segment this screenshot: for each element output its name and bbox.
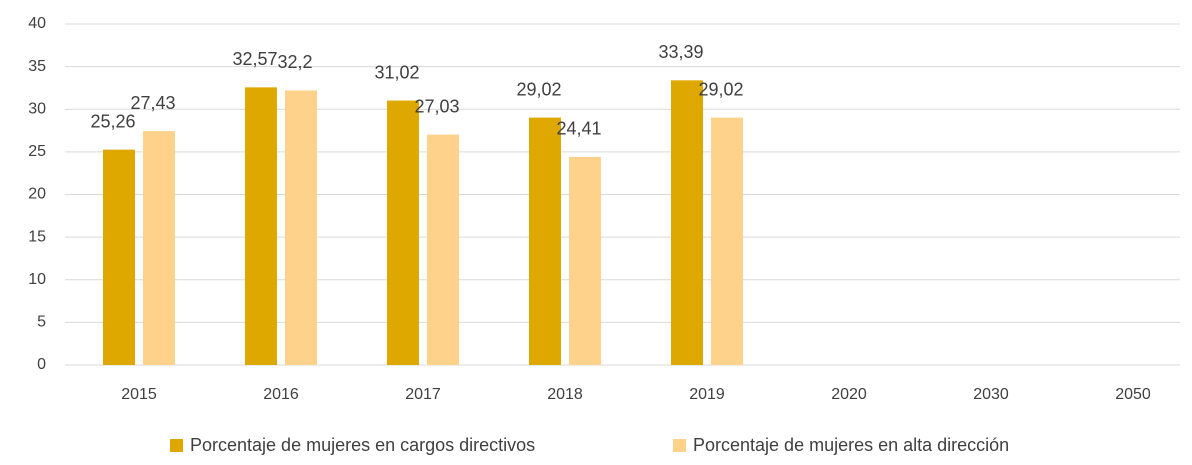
bar [569, 156, 601, 365]
y-tick-label: 15 [28, 228, 46, 245]
data-label: 32,57 [232, 49, 277, 69]
x-tick-label: 2018 [547, 386, 583, 403]
y-tick-label: 10 [28, 271, 46, 288]
bar [671, 80, 703, 365]
x-tick-label: 2030 [973, 386, 1009, 403]
x-tick-label: 2050 [1115, 386, 1151, 403]
data-label: 29,02 [698, 79, 743, 99]
data-label: 32,2 [277, 52, 312, 72]
legend-swatch [170, 439, 183, 452]
bar [245, 87, 277, 365]
bar [427, 134, 459, 365]
data-label: 33,39 [658, 42, 703, 62]
data-label: 27,03 [414, 96, 459, 116]
bar [143, 131, 175, 365]
y-tick-label: 35 [28, 58, 46, 75]
y-tick-label: 40 [28, 15, 46, 32]
bar [285, 90, 317, 366]
y-tick-label: 25 [28, 143, 46, 160]
x-tick-label: 2016 [263, 386, 299, 403]
legend-label: Porcentaje de mujeres en cargos directiv… [190, 435, 535, 455]
data-label: 25,26 [90, 111, 135, 131]
x-tick-label: 2020 [831, 386, 867, 403]
bar [103, 149, 135, 365]
y-tick-label: 20 [28, 186, 46, 203]
y-tick-label: 30 [28, 100, 46, 117]
y-tick-label: 0 [37, 356, 46, 373]
data-label: 29,02 [516, 79, 561, 99]
bar [387, 100, 419, 365]
x-tick-label: 2017 [405, 386, 441, 403]
bar [711, 117, 743, 366]
data-label: 24,41 [556, 119, 601, 139]
x-tick-label: 2015 [121, 386, 157, 403]
data-label: 27,43 [130, 93, 175, 113]
legend-swatch [673, 439, 686, 452]
data-label: 31,02 [374, 62, 419, 82]
legend-label: Porcentaje de mujeres en alta dirección [693, 435, 1009, 455]
y-tick-label: 5 [37, 314, 46, 331]
x-tick-label: 2019 [689, 386, 725, 403]
bar [529, 117, 561, 366]
